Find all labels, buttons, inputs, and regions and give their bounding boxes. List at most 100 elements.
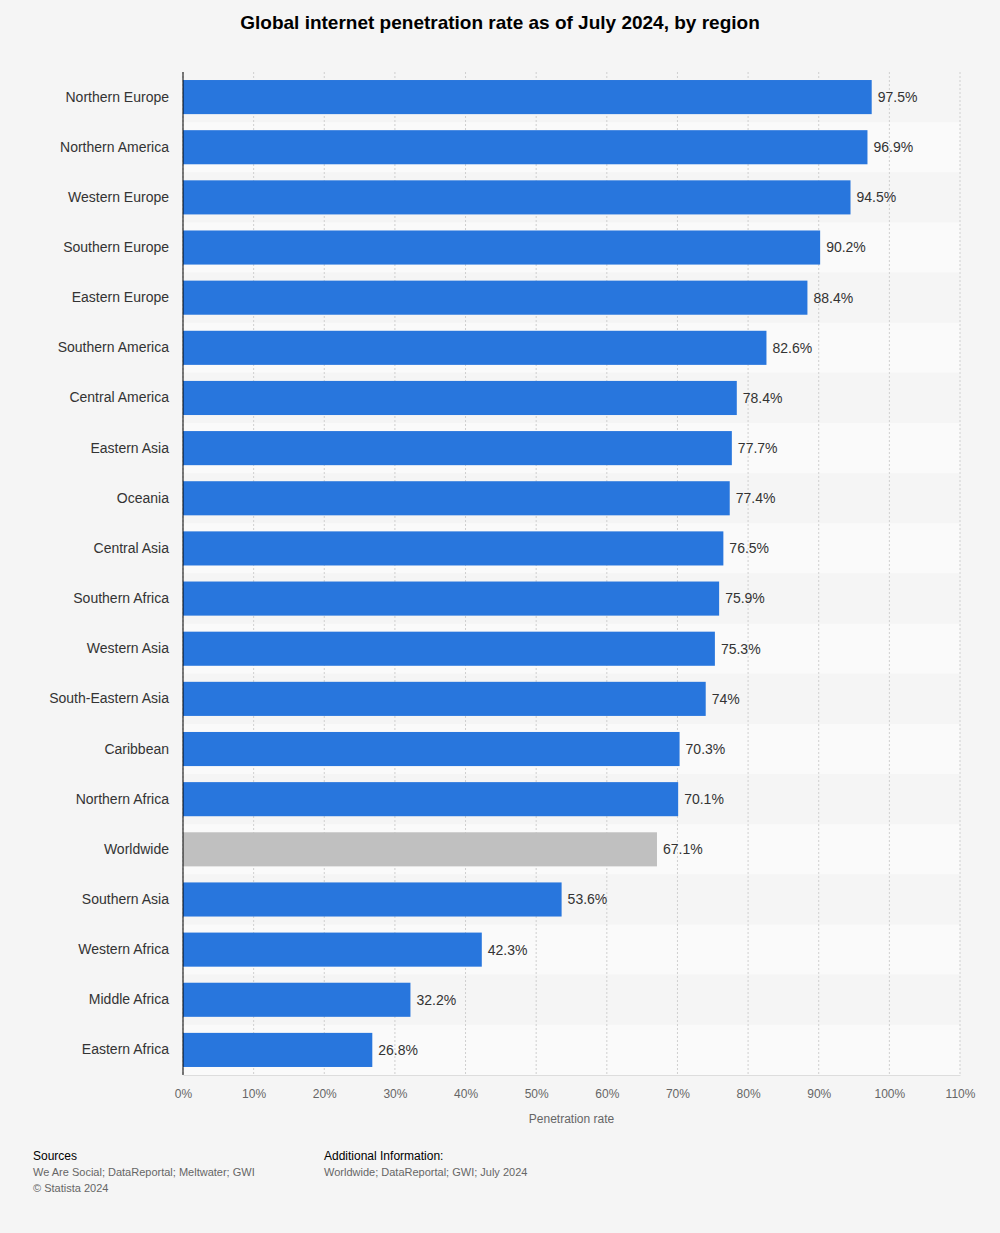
x-tick: 90% xyxy=(807,1075,831,1101)
grid-line xyxy=(606,72,607,1075)
x-tick: 50% xyxy=(525,1075,549,1101)
row-band xyxy=(183,222,960,272)
x-tick: 0% xyxy=(175,1075,193,1101)
y-axis: Northern EuropeNorthern AmericaWestern E… xyxy=(49,72,183,1075)
category-label: Western Asia xyxy=(87,640,169,656)
info: Worldwide; DataReportal; GWI; July 2024 xyxy=(324,1166,527,1178)
bar xyxy=(183,983,410,1017)
y-axis-line xyxy=(183,72,184,1075)
category-label: Middle Africa xyxy=(89,991,169,1007)
x-tick: 80% xyxy=(737,1075,761,1101)
data-label: 78.4% xyxy=(743,390,783,406)
data-label: 77.4% xyxy=(736,490,776,506)
x-tick-label: 90% xyxy=(807,1087,831,1101)
y-tick: Western Asia xyxy=(87,640,183,656)
x-tick-label: 100% xyxy=(875,1087,906,1101)
title: Global internet penetration rate as of J… xyxy=(240,12,759,33)
x-tick-label: 50% xyxy=(525,1087,549,1101)
category-label: Oceania xyxy=(117,490,169,506)
row-band xyxy=(183,874,960,924)
grid-line xyxy=(536,72,537,1075)
row-band xyxy=(183,674,960,724)
grid-line xyxy=(253,72,254,1075)
category-label: Southern Europe xyxy=(63,239,169,255)
grid-line xyxy=(889,72,890,1075)
row-band xyxy=(183,72,960,122)
category-label: Southern Asia xyxy=(82,891,169,907)
row-band xyxy=(183,824,960,874)
bar xyxy=(183,180,851,214)
data-label: 42.3% xyxy=(488,942,528,958)
bar xyxy=(183,481,730,515)
bar xyxy=(183,682,706,716)
info-title: Additional Information: xyxy=(324,1149,443,1163)
x-tick-label: 0% xyxy=(175,1087,193,1101)
data-label: 70.1% xyxy=(684,791,724,807)
grid-line xyxy=(183,72,184,1075)
copyright: © Statista 2024 xyxy=(33,1182,108,1194)
y-tick: Eastern Europe xyxy=(72,289,183,305)
category-label: Eastern Africa xyxy=(82,1041,169,1057)
row-band xyxy=(183,1025,960,1075)
category-label: Caribbean xyxy=(104,741,169,757)
y-tick: Middle Africa xyxy=(89,991,183,1007)
row-band xyxy=(183,975,960,1025)
category-label: Central America xyxy=(69,389,169,405)
x-tick: 100% xyxy=(875,1075,906,1101)
bar xyxy=(183,331,766,365)
y-tick: Oceania xyxy=(117,490,183,506)
x-tick-label: 40% xyxy=(454,1087,478,1101)
row-band xyxy=(183,774,960,824)
x-tick: 110% xyxy=(946,1075,976,1101)
footer: SourcesWe Are Social; DataReportal; Melt… xyxy=(33,1149,527,1194)
bar xyxy=(183,933,482,967)
row-band xyxy=(183,423,960,473)
grid-line xyxy=(324,72,325,1075)
data-label: 90.2% xyxy=(826,239,866,255)
background xyxy=(0,0,1000,1233)
data-label: 94.5% xyxy=(857,189,897,205)
data-label: 88.4% xyxy=(813,290,853,306)
grid-line xyxy=(677,72,678,1075)
category-label: Worldwide xyxy=(104,841,169,857)
category-label: Northern Europe xyxy=(65,89,169,105)
y-tick: Eastern Africa xyxy=(82,1041,183,1057)
x-tick-label: 80% xyxy=(737,1087,761,1101)
x-tick: 40% xyxy=(454,1075,478,1101)
y-tick: South-Eastern Asia xyxy=(49,690,183,706)
category-label: Southern America xyxy=(58,339,169,355)
bar xyxy=(183,281,807,315)
row-bands xyxy=(183,72,960,1075)
x-tick: 20% xyxy=(313,1075,337,1101)
y-tick: Southern Africa xyxy=(73,590,183,606)
category-label: Western Africa xyxy=(78,941,169,957)
y-tick: Central America xyxy=(69,389,183,405)
bar xyxy=(183,882,562,916)
row-band xyxy=(183,273,960,323)
y-tick: Southern Europe xyxy=(63,239,183,255)
y-tick: Central Asia xyxy=(94,540,183,556)
category-label: Central Asia xyxy=(94,540,170,556)
bar xyxy=(183,632,715,666)
x-tick: 70% xyxy=(666,1075,690,1101)
y-tick: Southern America xyxy=(58,339,183,355)
data-label: 67.1% xyxy=(663,841,703,857)
grid-line xyxy=(394,72,395,1075)
data-label: 82.6% xyxy=(772,340,812,356)
data-label: 53.6% xyxy=(568,891,608,907)
data-label: 76.5% xyxy=(729,540,769,556)
x-axis-line xyxy=(184,1075,961,1076)
x-tick-label: 10% xyxy=(242,1087,266,1101)
data-label: 32.2% xyxy=(416,992,456,1008)
x-tick: 30% xyxy=(383,1075,407,1101)
bar xyxy=(183,832,657,866)
bar xyxy=(183,782,678,816)
y-tick: Worldwide xyxy=(104,841,183,857)
x-tick-label: 60% xyxy=(595,1087,619,1101)
y-tick: Eastern Asia xyxy=(90,440,183,456)
x-tick-label: 110% xyxy=(946,1087,976,1101)
row-band xyxy=(183,523,960,573)
row-band xyxy=(183,373,960,423)
data-label: 77.7% xyxy=(738,440,778,456)
category-label: Eastern Asia xyxy=(90,440,169,456)
